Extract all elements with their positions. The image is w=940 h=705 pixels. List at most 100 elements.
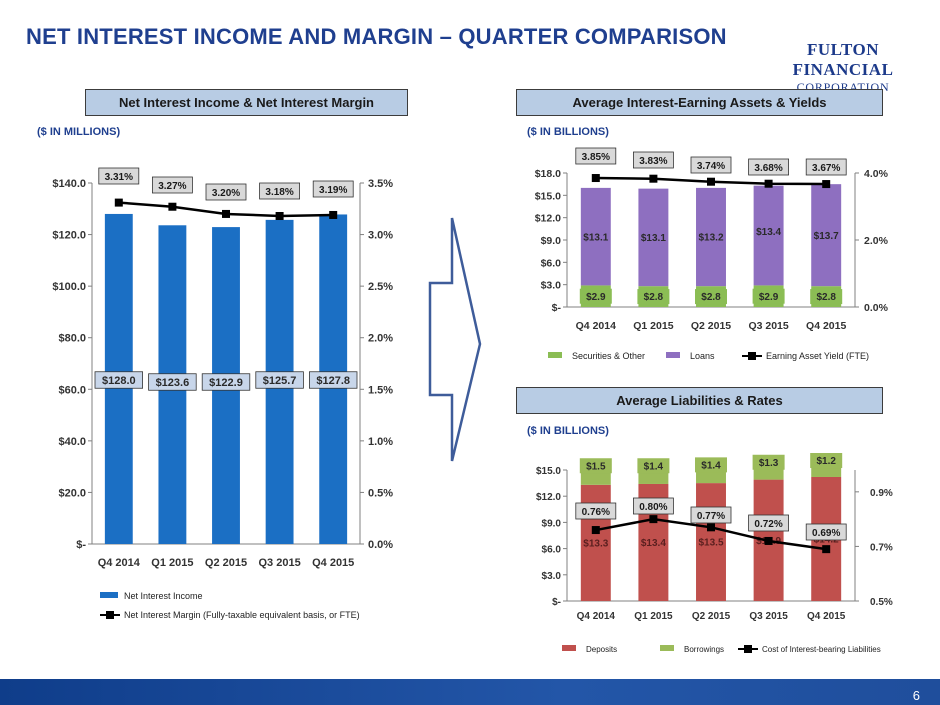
right-tick-label: 0.0% xyxy=(864,302,889,314)
category-label: Q4 2014 xyxy=(577,611,616,622)
bar-value-label: $128.0 xyxy=(102,375,136,387)
line-value-box xyxy=(633,497,674,515)
legend-label: Deposits xyxy=(586,645,617,654)
transition-arrow-icon xyxy=(428,217,482,462)
bar-borrowings xyxy=(753,468,784,480)
line-value-label: 3.67% xyxy=(812,163,840,174)
bar-value-box xyxy=(148,373,197,391)
footer-bar xyxy=(0,679,940,705)
bar-value-label: $1.2 xyxy=(816,456,836,467)
right-tick-label: 0.5% xyxy=(368,487,393,499)
legend-label: Cost of Interest-bearing Liabilities xyxy=(762,645,881,654)
line-value-label: 0.80% xyxy=(639,502,667,513)
category-label: Q4 2014 xyxy=(576,320,616,332)
page-title: NET INTEREST INCOME AND MARGIN – QUARTER… xyxy=(26,24,727,49)
assets-chart: $- $3.0 $6.0 $9.0 $12.0 $15.0 $18.0 0.0% 2.0% 4.0… xyxy=(535,147,889,361)
line-value-box xyxy=(805,158,847,176)
left-tick-label: $15.0 xyxy=(536,466,561,477)
legend-marker xyxy=(106,611,114,619)
legend-label: Securities & Other xyxy=(572,351,645,361)
category-label: Q1 2015 xyxy=(633,320,673,332)
legend-label: Net Interest Margin (Fully-taxable equiv… xyxy=(124,610,360,620)
nii-panel-header: Net Interest Income & Net Interest Margi… xyxy=(85,89,408,116)
category-label: Q3 2015 xyxy=(749,611,788,622)
line-value-box xyxy=(575,147,617,165)
left-tick-label: $100.0 xyxy=(52,281,86,293)
line-point xyxy=(649,174,658,183)
line-value-box xyxy=(259,182,301,200)
left-tick-label: $18.0 xyxy=(535,168,561,180)
bar-value-label: $13.3 xyxy=(583,539,608,550)
bar-value-label: $13.7 xyxy=(814,231,839,242)
bar-value-label: $2.8 xyxy=(701,292,721,303)
page-number: 6 xyxy=(912,688,920,703)
line-value-label: 3.27% xyxy=(158,181,186,192)
left-tick-label: $9.0 xyxy=(542,518,562,529)
assets-panel-header: Average Interest-Earning Assets & Yields xyxy=(516,89,883,116)
line-value-box xyxy=(690,156,732,174)
legend-label: Net Interest Income xyxy=(124,591,203,601)
left-tick-label: $12.0 xyxy=(536,492,561,503)
category-label: Q3 2015 xyxy=(748,320,788,332)
line-value-label: 3.83% xyxy=(639,156,667,167)
bar-value-box xyxy=(752,454,785,470)
line-value-box xyxy=(805,523,847,541)
category-label: Q2 2015 xyxy=(205,557,247,569)
bar-value-box xyxy=(201,373,251,391)
line-value-label: 0.76% xyxy=(582,507,610,518)
bar-value-label: $127.8 xyxy=(316,375,350,387)
line-point xyxy=(707,523,715,532)
line-value-box xyxy=(690,506,732,524)
left-tick-label: $6.0 xyxy=(541,257,562,269)
line-value-label: 3.68% xyxy=(754,163,782,174)
line-point xyxy=(222,209,230,218)
bar-value-label: $13.2 xyxy=(698,233,723,244)
left-tick-label: $6.0 xyxy=(542,545,562,556)
line-value-label: 3.74% xyxy=(697,161,725,172)
bar-value-box xyxy=(308,371,358,389)
left-tick-label: $- xyxy=(76,539,86,551)
left-tick-label: $- xyxy=(552,597,561,608)
bar-value-box xyxy=(637,458,670,474)
legend-swatch xyxy=(660,645,674,651)
bar-value-box xyxy=(94,371,143,389)
bar-value-label: $13.1 xyxy=(641,233,666,244)
line-value-label: 3.20% xyxy=(212,188,240,199)
line-value-box xyxy=(748,158,789,176)
category-label: Q4 2014 xyxy=(98,557,141,569)
liabilities-unit-label: ($ IN BILLIONS) xyxy=(527,425,609,437)
line-point xyxy=(329,210,338,219)
right-tick-label: 2.0% xyxy=(864,235,889,247)
bar-value-box xyxy=(579,288,612,304)
category-label: Q2 2015 xyxy=(692,611,731,622)
category-label: Q2 2015 xyxy=(691,320,731,332)
left-tick-label: $3.0 xyxy=(542,571,562,582)
bar-value-label: $2.9 xyxy=(586,292,606,303)
line-point xyxy=(822,545,831,554)
left-tick-label: $60.0 xyxy=(58,384,86,396)
legend-swatch xyxy=(562,645,576,651)
line-value-box xyxy=(633,151,674,169)
line-value-label: 3.18% xyxy=(265,187,293,198)
bar-value-box xyxy=(810,453,843,469)
bar-value-label: $1.5 xyxy=(586,461,606,472)
liabilities-chart: $- $3.0 $6.0 $9.0 $12.0 $15.0 0.5% 0.7% 0.9% Q4 2… xyxy=(536,453,893,654)
category-label: Q4 2015 xyxy=(312,557,354,569)
logo-line-1: FULTON FINANCIAL xyxy=(792,40,894,79)
line-point xyxy=(764,179,773,188)
left-tick-label: $140.0 xyxy=(52,178,86,190)
legend-label: Borrowings xyxy=(684,645,724,654)
line-value-label: 0.77% xyxy=(697,511,725,522)
right-tick-label: 1.5% xyxy=(368,384,393,396)
right-tick-label: 0.7% xyxy=(870,542,893,553)
left-tick-label: $- xyxy=(552,302,562,314)
left-tick-label: $120.0 xyxy=(52,230,86,242)
line-point xyxy=(707,177,715,186)
bar-value-box xyxy=(695,289,727,305)
line-value-box xyxy=(312,180,354,198)
bar-value-box xyxy=(695,457,727,473)
bar-value-label: $13.5 xyxy=(698,538,723,549)
right-tick-label: 4.0% xyxy=(864,168,889,180)
line-value-label: 3.19% xyxy=(319,185,347,196)
